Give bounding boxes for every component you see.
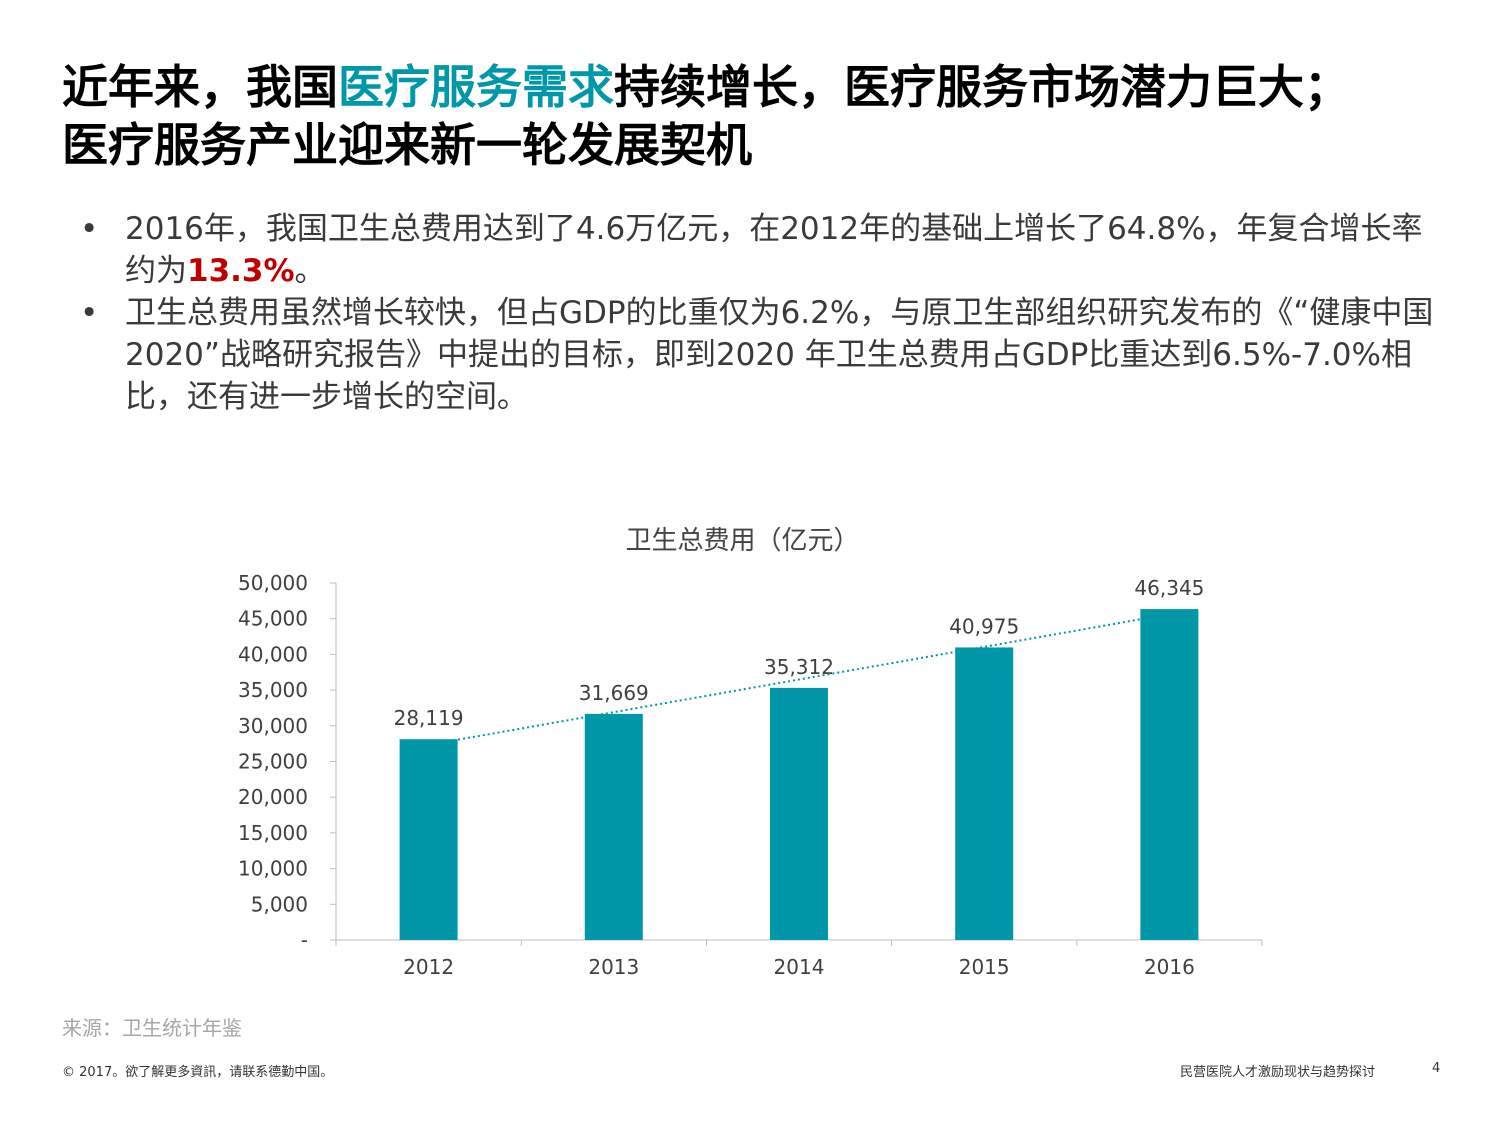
bullet-highlight-rate: 13.3% <box>187 253 295 289</box>
x-tick-label: 2015 <box>959 955 1010 979</box>
x-tick-label: 2014 <box>774 955 825 979</box>
bullet-item-2: • 卫生总费用虽然增长较快，但占GDP的比重仅为6.2%，与原卫生部组织研究发布… <box>80 292 1440 418</box>
x-tick-label: 2013 <box>588 955 639 979</box>
data-label-2016: 46,345 <box>1134 576 1204 600</box>
x-tick-label: 2016 <box>1144 955 1195 979</box>
bar-2014 <box>770 687 828 940</box>
bullet-marker: • <box>80 295 99 331</box>
title-part-2: 持续增长，医疗服务市场潜力巨大； <box>614 60 1350 114</box>
y-tick-label: 40,000 <box>238 642 308 666</box>
bullet-list: • 2016年，我国卫生总费用达到了4.6万亿元，在2012年的基础上增长了64… <box>80 208 1440 418</box>
title-line-2: 医疗服务产业迎来新一轮发展契机 <box>62 118 752 172</box>
bullet-text: 2016年，我国卫生总费用达到了4.6万亿元，在2012年的基础上增长了64.8… <box>125 211 1423 289</box>
bar-2012 <box>399 739 458 940</box>
slide-title: 近年来，我国医疗服务需求持续增长，医疗服务市场潜力巨大； 医疗服务产业迎来新一轮… <box>62 58 1462 174</box>
bullet-text: 卫生总费用虽然增长较快，但占GDP的比重仅为6.2%，与原卫生部组织研究发布的《… <box>125 295 1434 415</box>
data-label-2012: 28,119 <box>394 706 464 730</box>
y-tick-label: - <box>301 928 308 952</box>
bullet-item-1: • 2016年，我国卫生总费用达到了4.6万亿元，在2012年的基础上增长了64… <box>80 208 1440 292</box>
y-tick-label: 35,000 <box>238 678 308 702</box>
footer-report-title: 民营医院人才激励现状与趋势探讨 <box>1180 1065 1376 1080</box>
title-highlight: 医疗服务需求 <box>338 60 614 114</box>
y-tick-label: 25,000 <box>238 750 308 774</box>
bar-2015 <box>955 647 1014 940</box>
bullet-marker: • <box>80 211 99 247</box>
y-tick-label: 10,000 <box>238 857 308 881</box>
data-label-2015: 40,975 <box>949 614 1019 638</box>
trendline <box>428 613 1170 746</box>
data-label-2014: 35,312 <box>764 655 834 679</box>
footer-copyright: © 2017。欲了解更多資訊，请联系德勤中国。 <box>62 1065 334 1080</box>
source-note: 来源：卫生统计年鉴 <box>62 1016 242 1040</box>
title-part-1: 近年来，我国 <box>62 60 338 114</box>
y-tick-label: 30,000 <box>238 714 308 738</box>
y-tick-label: 50,000 <box>238 571 308 595</box>
bullet-text-end: 。 <box>294 253 326 289</box>
bar-2013 <box>584 713 643 940</box>
chart-title: 卫生总费用（亿元） <box>625 526 860 556</box>
y-tick-label: 45,000 <box>238 607 308 631</box>
y-tick-label: 5,000 <box>251 892 308 916</box>
y-tick-label: 20,000 <box>238 785 308 809</box>
title-line-1: 近年来，我国医疗服务需求持续增长，医疗服务市场潜力巨大； <box>62 58 1462 116</box>
data-label-2013: 31,669 <box>579 681 649 705</box>
bar-2016 <box>1140 609 1199 940</box>
y-tick-label: 15,000 <box>238 821 308 845</box>
page-number: 4 <box>1432 1061 1441 1076</box>
x-tick-label: 2012 <box>403 955 454 979</box>
